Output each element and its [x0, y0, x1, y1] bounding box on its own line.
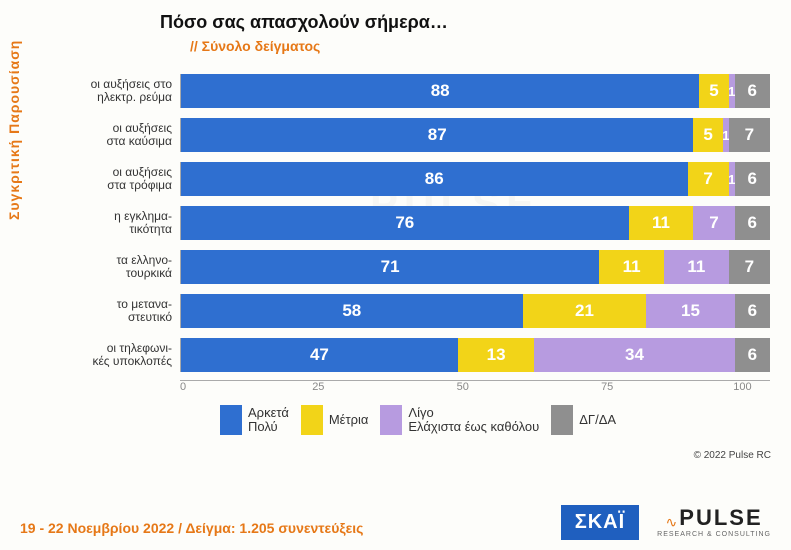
- legend-swatch: [301, 405, 323, 435]
- pulse-logo: ∿ PULSE RESEARCH & CONSULTING: [657, 507, 771, 538]
- axis-tick: 75: [601, 381, 613, 400]
- row-label: οι αυξήσεις στοηλεκτρ. ρεύμα: [40, 78, 180, 104]
- legend-item: ΔΓ/ΔΑ: [551, 405, 616, 435]
- bar-segment: 5: [699, 74, 728, 108]
- logo-group: ΣΚΑΪ ∿ PULSE RESEARCH & CONSULTING: [561, 505, 771, 540]
- bar-segment: 11: [599, 250, 664, 284]
- axis-tick: 0: [180, 381, 186, 400]
- chart-row: οι τηλεφωνι-κές υποκλοπές4713346: [40, 334, 770, 376]
- skai-logo: ΣΚΑΪ: [561, 505, 639, 540]
- legend-label: ΛίγοΕλάχιστα έως καθόλου: [408, 406, 539, 435]
- bar-segment: 6: [735, 74, 770, 108]
- bar-wrap: 87517: [180, 118, 770, 152]
- legend: ΑρκετάΠολύ Μέτρια ΛίγοΕλάχιστα έως καθόλου…: [220, 405, 616, 435]
- bar-segment: 7: [729, 250, 770, 284]
- bar-segment: 6: [735, 162, 770, 196]
- legend-item: ΛίγοΕλάχιστα έως καθόλου: [380, 405, 539, 435]
- x-axis: 0 25 50 75 100: [180, 380, 770, 400]
- chart-row: οι αυξήσειςστα καύσιμα87517: [40, 114, 770, 156]
- pulse-subtext: RESEARCH & CONSULTING: [657, 531, 771, 538]
- bar-segment: 86: [181, 162, 688, 196]
- legend-label: ΑρκετάΠολύ: [248, 406, 289, 435]
- chart-row: οι αυξήσειςστα τρόφιμα86716: [40, 158, 770, 200]
- pulse-text: PULSE: [679, 507, 762, 529]
- row-label: οι τηλεφωνι-κές υποκλοπές: [40, 342, 180, 368]
- legend-swatch: [220, 405, 242, 435]
- bar-segment: 7: [688, 162, 729, 196]
- bar-segment: 7: [729, 118, 770, 152]
- chart-row: τα ελληνο-τουρκικά7111117: [40, 246, 770, 288]
- bar-segment: 11: [629, 206, 694, 240]
- bar-segment: 11: [664, 250, 729, 284]
- legend-item: ΑρκετάΠολύ: [220, 405, 289, 435]
- row-label: τα ελληνο-τουρκικά: [40, 254, 180, 280]
- bar-wrap: 88516: [180, 74, 770, 108]
- row-label: οι αυξήσειςστα τρόφιμα: [40, 166, 180, 192]
- chart-row: το μετανα-στευτικό5821156: [40, 290, 770, 332]
- bar-wrap: 761176: [180, 206, 770, 240]
- bar-segment: 47: [181, 338, 458, 372]
- bar-segment: 15: [646, 294, 734, 328]
- bar-segment: 6: [735, 338, 770, 372]
- row-label: το μετανα-στευτικό: [40, 298, 180, 324]
- bar-segment: 6: [735, 206, 770, 240]
- bar-wrap: 5821156: [180, 294, 770, 328]
- footer-text: 19 - 22 Νοεμβρίου 2022 / Δείγμα: 1.205 σ…: [20, 520, 363, 536]
- chart-row: οι αυξήσεις στοηλεκτρ. ρεύμα88516: [40, 70, 770, 112]
- bar-segment: 21: [523, 294, 647, 328]
- bar-segment: 7: [693, 206, 734, 240]
- stacked-bar-chart: οι αυξήσεις στοηλεκτρ. ρεύμα88516οι αυξή…: [40, 70, 770, 390]
- bar-segment: 5: [693, 118, 722, 152]
- legend-label: ΔΓ/ΔΑ: [579, 413, 616, 427]
- legend-swatch: [551, 405, 573, 435]
- axis-tick: 50: [457, 381, 469, 400]
- bar-segment: 58: [181, 294, 523, 328]
- axis-tick: 100: [733, 381, 751, 400]
- bar-segment: 34: [534, 338, 734, 372]
- legend-label: Μέτρια: [329, 413, 369, 427]
- row-label: η εγκλημα-τικότητα: [40, 210, 180, 236]
- bar-segment: 76: [181, 206, 629, 240]
- bar-wrap: 4713346: [180, 338, 770, 372]
- bar-segment: 13: [458, 338, 535, 372]
- bar-segment: 87: [181, 118, 693, 152]
- bar-segment: 6: [735, 294, 770, 328]
- chart-subtitle: // Σύνολο δείγματος: [190, 38, 320, 54]
- bar-segment: 71: [181, 250, 599, 284]
- chart-row: η εγκλημα-τικότητα761176: [40, 202, 770, 244]
- row-label: οι αυξήσειςστα καύσιμα: [40, 122, 180, 148]
- pulse-wave-icon: ∿: [666, 515, 678, 529]
- bar-segment: 88: [181, 74, 699, 108]
- bar-wrap: 86716: [180, 162, 770, 196]
- legend-item: Μέτρια: [301, 405, 369, 435]
- side-label: Συγκριτική Παρουσίαση: [6, 40, 22, 220]
- axis-tick: 25: [312, 381, 324, 400]
- copyright: © 2022 Pulse RC: [694, 450, 771, 461]
- chart-title: Πόσο σας απασχολούν σήμερα…: [160, 12, 448, 33]
- bar-wrap: 7111117: [180, 250, 770, 284]
- legend-swatch: [380, 405, 402, 435]
